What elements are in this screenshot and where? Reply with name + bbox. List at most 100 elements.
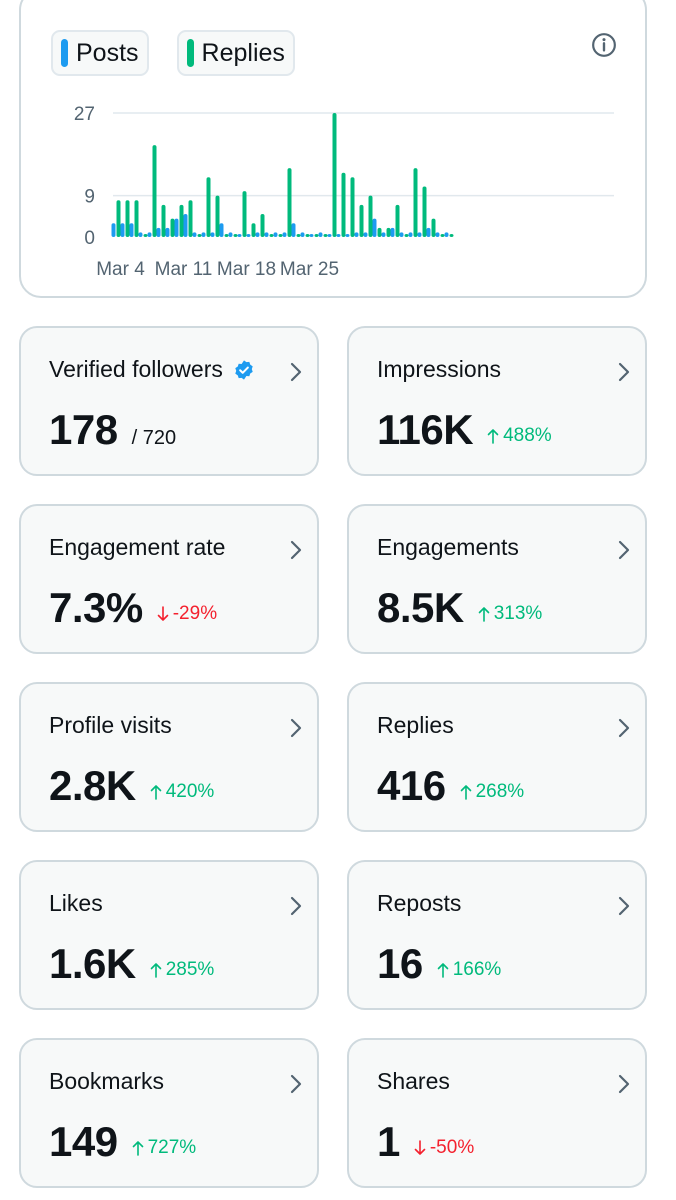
metric-value: 1 — [377, 1118, 400, 1165]
replies-bar — [287, 168, 292, 237]
posts-bar — [192, 232, 197, 237]
posts-bar — [129, 223, 134, 237]
arrow-up-icon — [460, 785, 471, 800]
metric-value: 178 — [49, 406, 118, 453]
posts-bar — [372, 218, 377, 237]
replies-bar — [143, 234, 148, 237]
card-profile-visits[interactable]: Profile visits 2.8K 420% — [19, 682, 319, 832]
arrow-up-icon — [478, 607, 490, 622]
posts-bar — [399, 232, 404, 237]
card-likes[interactable]: Likes 1.6K 285% — [19, 860, 319, 1010]
posts-bar — [264, 232, 269, 237]
posts-bar — [408, 232, 413, 237]
metric-row: 116K 488% — [377, 406, 552, 454]
replies-bar — [224, 234, 229, 237]
metric-delta: 420% — [150, 781, 215, 803]
delta-text: 313% — [493, 603, 543, 624]
replies-bar — [233, 234, 238, 237]
card-verified-followers[interactable]: Verified followers 178 / 720 — [19, 326, 319, 476]
card-title: Verified followers — [49, 356, 255, 383]
metric-row: 8.5K 313% — [377, 584, 542, 632]
replies-bar — [278, 234, 283, 237]
replies-bar — [305, 234, 310, 237]
legend-posts-toggle[interactable]: Posts — [51, 30, 149, 76]
posts-bar — [237, 234, 242, 237]
posts-bar — [282, 232, 287, 237]
replies-bar — [386, 227, 391, 237]
posts-bar — [435, 232, 440, 237]
delta-text: 420% — [165, 781, 215, 802]
posts-bar — [165, 227, 170, 237]
delta-text: 166% — [452, 959, 502, 980]
card-engagements[interactable]: Engagements 8.5K 313% — [347, 504, 647, 654]
card-impressions[interactable]: Impressions 116K 488% — [347, 326, 647, 476]
x-tick-label: Mar 11 — [155, 259, 213, 280]
metric-total: / 720 — [131, 427, 177, 449]
replies-bar — [152, 145, 157, 237]
delta-text: 727% — [147, 1137, 197, 1158]
replies-bar — [440, 234, 445, 237]
card-bookmarks[interactable]: Bookmarks 149 727% — [19, 1038, 319, 1188]
card-reposts[interactable]: Reposts 16 166% — [347, 860, 647, 1010]
card-title: Impressions — [377, 356, 501, 382]
card-title: Reposts — [377, 890, 462, 916]
replies-bar — [251, 223, 256, 237]
replies-bar — [260, 214, 265, 237]
info-icon[interactable] — [591, 32, 617, 58]
posts-bar — [417, 232, 422, 237]
delta-text: 268% — [475, 781, 525, 802]
card-replies[interactable]: Replies 416 268% — [347, 682, 647, 832]
metric-delta: 285% — [150, 959, 215, 981]
posts-bar — [147, 232, 152, 237]
posts-bar — [156, 227, 161, 237]
metric-row: 416 268% — [377, 762, 524, 810]
metric-value: 116K — [377, 406, 474, 453]
metric-row: 2.8K 420% — [49, 762, 214, 810]
metric-value: 8.5K — [377, 584, 464, 631]
replies-bar — [431, 218, 436, 237]
metric-row: 16 166% — [377, 940, 501, 988]
replies-bar — [125, 200, 130, 237]
replies-bar — [296, 234, 301, 237]
legend-replies-toggle[interactable]: Replies — [176, 30, 295, 76]
replies-bar — [161, 204, 166, 237]
card-shares[interactable]: Shares 1 -50% — [347, 1038, 647, 1188]
metric-delta: 727% — [132, 1137, 197, 1159]
posts-bar — [363, 232, 368, 237]
replies-swatch — [186, 39, 194, 67]
metric-value: 16 — [377, 940, 423, 987]
posts-bar — [291, 223, 296, 237]
x-tick-label: Mar 25 — [280, 259, 339, 280]
posts-bar — [201, 232, 206, 237]
posts-bar — [381, 232, 386, 237]
posts-bar — [228, 232, 233, 237]
metric-delta: -50% — [414, 1137, 474, 1159]
replies-bar — [350, 177, 355, 237]
delta-text: 285% — [165, 959, 215, 980]
card-engagement-rate[interactable]: Engagement rate 7.3% -29% — [19, 504, 319, 654]
card-title: Likes — [49, 890, 103, 916]
metric-row: 178 / 720 — [49, 406, 176, 454]
arrow-up-icon — [132, 1141, 143, 1156]
activity-bar-chart: 0 9 27 Mar 4 Mar 11 Mar 18 Mar 25 — [74, 104, 614, 280]
posts-bar — [336, 234, 341, 237]
arrow-up-icon — [437, 963, 449, 978]
activity-chart-card: 0 9 27 Mar 4 Mar 11 Mar 18 Mar 25 Posts Replie… — [19, 0, 647, 298]
chevron-right-icon — [290, 896, 302, 916]
card-title: Bookmarks — [49, 1068, 165, 1094]
chevron-right-icon — [290, 1074, 302, 1094]
replies-bar — [413, 168, 418, 237]
posts-bar — [246, 234, 251, 237]
chart-legend: Posts Replies — [51, 30, 295, 76]
posts-bar — [174, 218, 179, 237]
legend-replies-label: Replies — [201, 38, 285, 67]
replies-bar — [242, 191, 247, 237]
posts-bar — [183, 214, 188, 237]
replies-bar — [359, 204, 364, 237]
replies-bar — [341, 172, 346, 237]
arrow-down-icon — [414, 1140, 426, 1155]
posts-bar — [138, 232, 143, 237]
replies-bar — [404, 234, 409, 237]
posts-bar — [354, 232, 359, 237]
